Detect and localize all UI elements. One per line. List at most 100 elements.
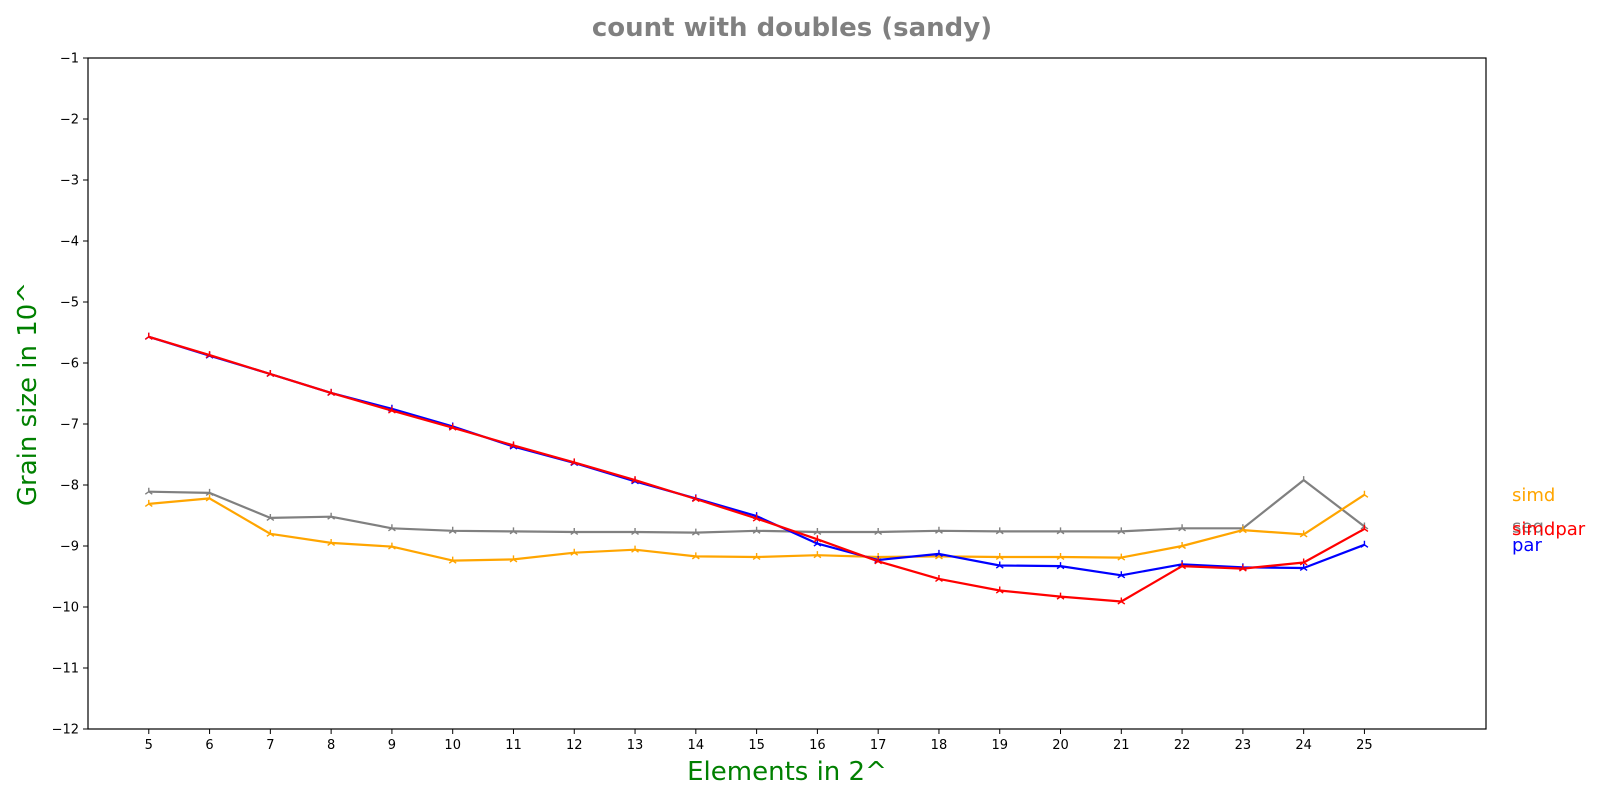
- y-axis-ticks: −1 −2 −3 −4 −5 −6 −7 −8 −9 −10 −11 −12: [52, 52, 88, 738]
- data-point-simd: [995, 552, 1004, 561]
- x-tick-label: 16: [809, 738, 826, 753]
- data-point-simd: [1178, 542, 1186, 550]
- data-point-seq: [752, 526, 761, 534]
- data-point-simdpar: [448, 423, 457, 431]
- series-simdpar: [144, 332, 1369, 605]
- data-point-simdpar: [1299, 558, 1308, 566]
- data-point-par: [995, 561, 1004, 569]
- data-point-seq: [1178, 524, 1186, 532]
- data-point-simdpar: [205, 351, 214, 359]
- x-tick-label: 23: [1235, 738, 1252, 753]
- x-tick-label: 19: [991, 738, 1008, 753]
- data-point-simdpar: [327, 388, 336, 396]
- data-point-seq: [813, 527, 822, 536]
- data-point-simdpar: [144, 332, 153, 340]
- data-point-simd: [691, 552, 700, 560]
- data-point-par: [1056, 562, 1065, 570]
- data-point-simd: [327, 538, 336, 547]
- data-point-seq: [691, 528, 700, 536]
- data-point-simd: [448, 556, 457, 564]
- data-point-simdpar: [1360, 524, 1369, 532]
- data-point-simdpar: [266, 369, 275, 378]
- data-point-seq: [205, 488, 214, 496]
- data-point-seq: [327, 512, 336, 520]
- data-point-seq: [570, 527, 579, 536]
- data-point-simdpar: [570, 458, 579, 466]
- x-tick-label: 22: [1174, 738, 1191, 753]
- y-tick-label: −4: [60, 235, 79, 250]
- data-point-simdpar: [995, 586, 1004, 594]
- data-point-simd: [1117, 553, 1126, 561]
- y-tick-label: −12: [52, 723, 79, 738]
- data-point-seq: [448, 526, 457, 534]
- data-point-simdpar: [1178, 562, 1186, 570]
- x-tick-label: 24: [1295, 738, 1312, 753]
- legend-label-simd: simd: [1512, 485, 1555, 506]
- data-point-simdpar: [631, 476, 639, 484]
- y-axis-label: Grain size in 10^: [13, 282, 43, 506]
- x-axis-ticks: 5 6 7 8 9 10 11 12 13 14 15 16 17 18 19 20 21 22 23 24 25: [145, 729, 1373, 753]
- y-tick-label: −9: [60, 540, 79, 555]
- y-tick-label: −7: [60, 418, 79, 433]
- legend-label-simdpar: simdpar: [1512, 519, 1586, 540]
- y-tick-label: −8: [60, 479, 79, 494]
- x-tick-label: 15: [748, 738, 765, 753]
- data-point-seq: [1117, 527, 1126, 535]
- x-tick-label: 10: [444, 738, 461, 753]
- data-point-seq: [388, 524, 396, 532]
- data-point-simdpar: [1238, 564, 1247, 572]
- data-point-simdpar: [1056, 592, 1065, 600]
- data-point-simd: [752, 552, 761, 561]
- y-tick-label: −2: [60, 113, 79, 128]
- data-point-par: [1360, 540, 1369, 548]
- x-tick-label: 8: [327, 738, 335, 753]
- data-point-simd: [509, 555, 518, 563]
- data-point-simd: [205, 494, 214, 502]
- data-point-seq: [935, 526, 943, 534]
- y-tick-label: −10: [52, 601, 79, 616]
- x-tick-label: 13: [627, 738, 644, 753]
- x-tick-label: 20: [1052, 738, 1069, 753]
- series-lines: [144, 332, 1369, 605]
- data-point-par: [1299, 563, 1308, 572]
- data-point-simd: [144, 499, 153, 507]
- data-point-simdpar: [935, 574, 943, 583]
- y-tick-label: −11: [52, 662, 79, 677]
- legend-label-seq: seq: [1512, 516, 1544, 537]
- data-point-simd: [1238, 526, 1247, 534]
- y-tick-label: −5: [60, 296, 79, 311]
- x-tick-label: 17: [870, 738, 887, 753]
- data-point-par: [1117, 571, 1126, 579]
- series-par: [144, 332, 1369, 579]
- legend-label-par: par: [1512, 535, 1542, 556]
- x-tick-label: 7: [266, 738, 274, 753]
- series-seq: [144, 476, 1369, 536]
- x-tick-label: 18: [931, 738, 948, 753]
- x-tick-label: 12: [566, 738, 583, 753]
- data-point-simdpar: [388, 406, 396, 414]
- data-point-simd: [1360, 490, 1369, 498]
- data-point-simdpar: [691, 495, 700, 503]
- data-point-simdpar: [1117, 597, 1126, 605]
- data-point-seq: [509, 527, 518, 535]
- x-tick-label: 5: [145, 738, 153, 753]
- plot-area: [87, 57, 1487, 730]
- data-point-simdpar: [509, 441, 518, 449]
- data-point-simd: [266, 529, 275, 537]
- x-tick-label: 6: [205, 738, 213, 753]
- x-axis-label: Elements in 2^: [687, 757, 887, 787]
- data-point-seq: [1299, 476, 1308, 484]
- x-tick-label: 11: [505, 738, 522, 753]
- data-point-seq: [631, 527, 639, 536]
- data-point-seq: [266, 513, 275, 522]
- y-tick-label: −6: [60, 357, 79, 372]
- data-point-seq: [144, 487, 153, 495]
- x-tick-label: 21: [1113, 738, 1130, 753]
- chart-title: count with doubles (sandy): [592, 13, 992, 43]
- y-tick-label: −3: [60, 174, 79, 189]
- data-point-simd: [1299, 530, 1308, 538]
- data-point-simdpar: [813, 535, 822, 543]
- data-point-simd: [570, 548, 579, 556]
